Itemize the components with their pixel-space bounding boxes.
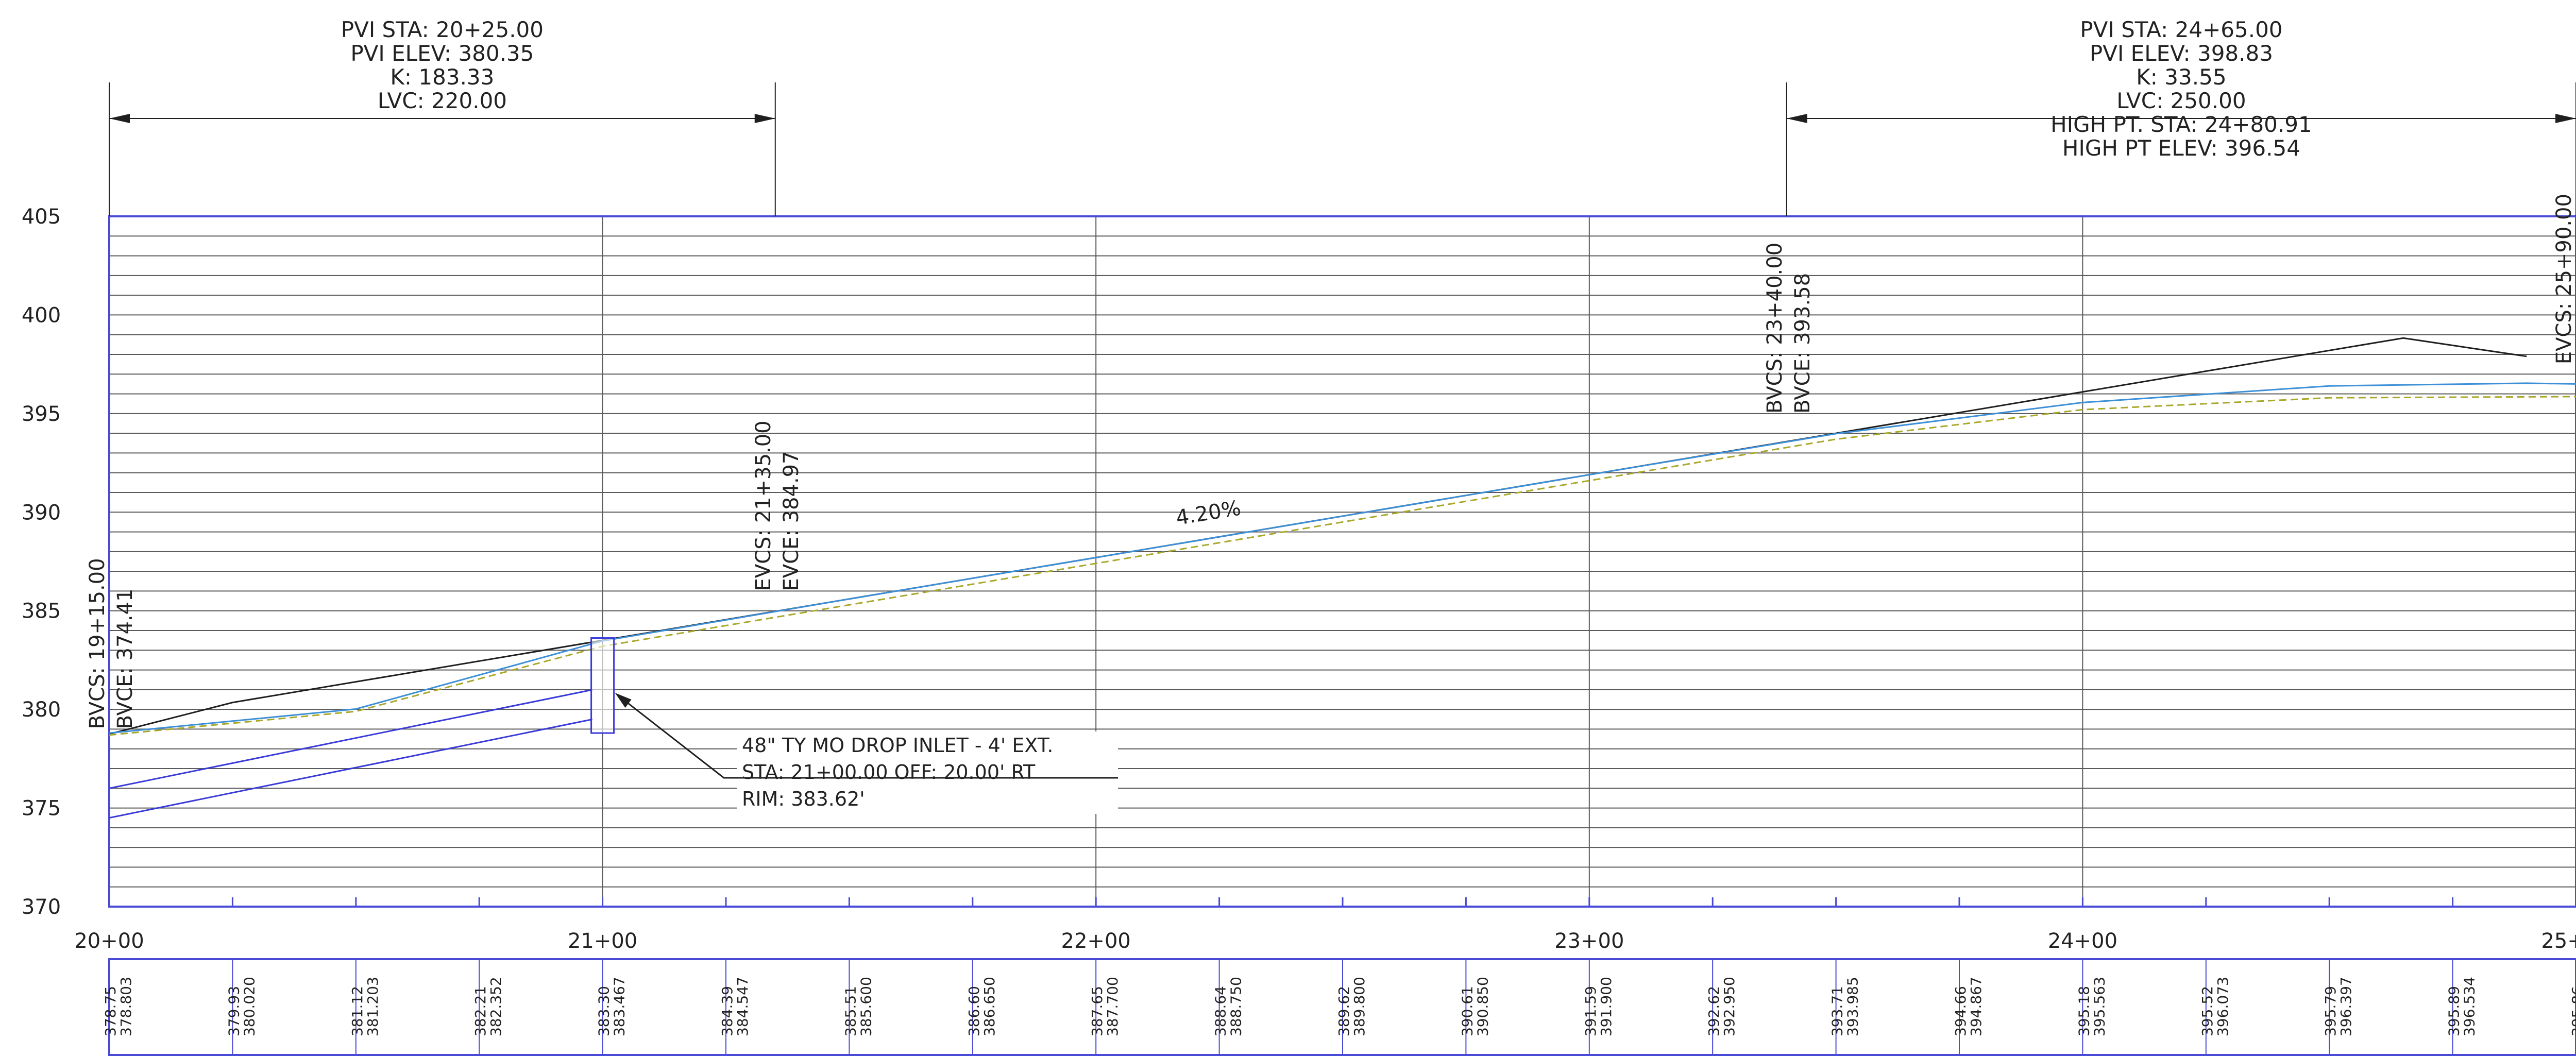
design-elevation-value: 391.900: [1598, 977, 1615, 1036]
existing-elevation-value: 382.21: [472, 986, 489, 1036]
chart-frame: [108, 215, 2576, 908]
design-elevation-value: 392.950: [1721, 977, 1738, 1036]
curve-header-line: PVI ELEV: 380.35: [350, 41, 534, 66]
existing-elevation-value: 395.89: [2446, 986, 2463, 1036]
arrow-head-left: [109, 114, 130, 123]
existing-elevation-value: 383.30: [596, 986, 613, 1036]
curve-header-line: LVC: 250.00: [2116, 88, 2246, 113]
y-tick-label-left: 395: [22, 402, 61, 426]
arrow-head-left: [1786, 114, 1807, 123]
x-tick-label: 25+00: [2541, 929, 2576, 953]
arrow-head-right: [754, 114, 775, 123]
existing-elevation-value: 388.64: [1212, 986, 1229, 1036]
curve-header-line: LVC: 220.00: [378, 88, 507, 113]
callout-text-line: 48" TY MO DROP INLET - 4' EXT.: [742, 734, 1054, 757]
design-elevation-value: 396.534: [2461, 977, 2478, 1036]
y-tick-label-left: 375: [22, 797, 61, 821]
x-tick-label: 22+00: [1061, 929, 1131, 953]
existing-elevation-value: 395.18: [2075, 986, 2092, 1036]
existing-elevation-value: 378.75: [102, 986, 119, 1036]
callout-leader-line: [617, 694, 1118, 779]
design-elevation-value: 381.203: [364, 977, 381, 1036]
pipe-line-2: [109, 718, 593, 819]
existing-elevation-value: 389.62: [1335, 986, 1352, 1036]
design-elevation-value: 380.020: [241, 977, 258, 1036]
existing-elevation-value: 387.65: [1089, 986, 1106, 1036]
station-label: BVCE: 393.58: [1791, 273, 1815, 414]
design-elevation-value: 386.650: [981, 977, 998, 1036]
design-elevation-value: 384.547: [734, 977, 751, 1036]
existing-elevation-value: 395.52: [2199, 986, 2216, 1036]
callout-text-line: RIM: 383.62': [742, 788, 865, 810]
design-elevation-value: 394.867: [1968, 977, 1985, 1036]
existing-elevation-value: 391.59: [1582, 986, 1599, 1036]
design-elevation-value: 378.803: [117, 977, 134, 1036]
existing-elevation-value: 385.51: [842, 986, 859, 1036]
drop-inlet-structure: [590, 637, 615, 734]
axis-ticks: 3703703753753803803853853903903953954004…: [22, 205, 2576, 953]
design-elevation-value: 396.073: [2214, 977, 2231, 1036]
curve-header-line: HIGH PT ELEV: 396.54: [2062, 135, 2300, 161]
x-tick-label: 24+00: [2048, 929, 2117, 953]
y-tick-label-left: 405: [22, 205, 61, 229]
design-elevation-value: 382.352: [487, 977, 504, 1036]
design-elevation-value: 389.800: [1351, 977, 1368, 1036]
grade-label: 4.20%: [1174, 496, 1243, 530]
existing-elevation-value: 394.66: [1952, 986, 1969, 1036]
station-label: BVCE: 374.41: [113, 588, 137, 729]
station-label: BVCS: 19+15.00: [86, 558, 109, 729]
grid: [109, 216, 2576, 907]
station-label: BVCS: 23+40.00: [1763, 243, 1787, 414]
station-label: EVCS: 21+35.00: [752, 420, 775, 591]
profile-lines: 4.20%: [109, 337, 2576, 819]
design-elevation-value: 385.600: [857, 977, 874, 1036]
existing-elevation-value: 384.39: [719, 986, 736, 1036]
y-tick-label-left: 400: [22, 303, 61, 327]
profile-series-2: [109, 382, 2576, 734]
existing-elevation-value: 381.12: [349, 986, 366, 1036]
callout-background: [737, 731, 1118, 814]
existing-elevation-value: 390.61: [1459, 986, 1476, 1036]
inlet-structure-box: [590, 637, 615, 734]
design-elevation-value: 387.700: [1104, 977, 1121, 1036]
curve-header-line: PVI STA: 24+65.00: [2080, 17, 2282, 42]
curve-header-line: HIGH PT. STA: 24+80.91: [2050, 112, 2312, 137]
existing-elevation-value: 395.79: [2322, 986, 2339, 1036]
callout-arrow-head: [615, 693, 632, 708]
design-elevation-value: 393.985: [1844, 977, 1861, 1036]
design-elevation-value: 383.467: [611, 977, 628, 1036]
existing-elevation-value: 395.86: [2569, 986, 2576, 1036]
y-tick-label-left: 370: [22, 895, 61, 919]
pipe-line-1: [109, 689, 593, 789]
arrow-head-right: [2555, 114, 2576, 123]
frame-border: [108, 215, 2576, 908]
existing-elevation-value: 386.60: [965, 986, 982, 1036]
curve-header-line: PVI STA: 20+25.00: [341, 17, 544, 42]
y-tick-label-left: 385: [22, 600, 61, 623]
station-label: EVCE: 384.97: [779, 451, 803, 591]
station-labels: BVCS: 19+15.00 BVCE: 374.41 EVCS: 21+35.00…: [86, 194, 2576, 729]
design-elevation-value: 396.397: [2337, 977, 2354, 1036]
profile-series-3: [109, 396, 2576, 736]
existing-elevation-value: 379.93: [225, 986, 242, 1036]
y-tick-label-left: 390: [22, 501, 61, 524]
existing-elevation-value: 392.62: [1705, 986, 1722, 1036]
inlet-callout: 48" TY MO DROP INLET - 4' EXT. STA: 21+00…: [615, 693, 1118, 814]
x-tick-label: 23+00: [1554, 929, 1624, 953]
curve-header-line: PVI ELEV: 398.83: [2090, 41, 2273, 66]
y-tick-label-left: 380: [22, 698, 61, 722]
x-tick-label: 20+00: [74, 929, 144, 953]
station-label: EVCS: 25+90.00: [2552, 194, 2576, 364]
callout-text-line: STA: 21+00.00 OFF: 20.00' RT: [742, 761, 1036, 784]
x-tick-label: 21+00: [568, 929, 637, 953]
design-elevation-value: 390.850: [1474, 977, 1491, 1036]
curve-header-line: K: 33.55: [2136, 64, 2226, 90]
design-elevation-value: 395.563: [2091, 977, 2108, 1036]
existing-elevation-value: 393.71: [1829, 986, 1846, 1036]
curve-header-line: K: 183.33: [390, 64, 494, 90]
design-elevation-value: 388.750: [1228, 977, 1245, 1036]
